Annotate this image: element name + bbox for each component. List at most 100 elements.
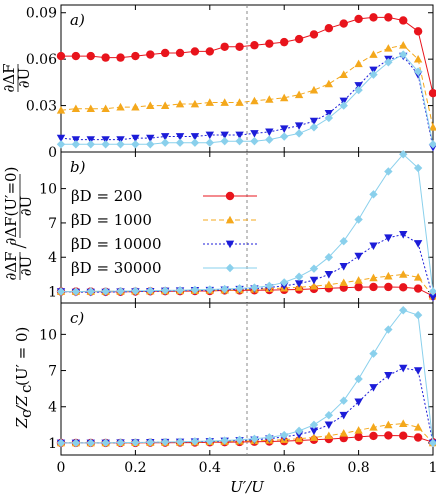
data-point bbox=[339, 411, 348, 420]
legend-entry-label: βD = 1000 bbox=[71, 211, 152, 229]
data-point bbox=[369, 66, 378, 75]
data-point bbox=[369, 70, 378, 79]
y-tick-label: 4 bbox=[48, 400, 57, 416]
data-point bbox=[339, 70, 348, 78]
data-point bbox=[413, 27, 423, 36]
data-point bbox=[116, 136, 125, 144]
data-point bbox=[384, 372, 393, 380]
data-point bbox=[413, 284, 423, 293]
series-3 bbox=[56, 364, 436, 448]
data-point bbox=[384, 58, 393, 67]
data-point bbox=[56, 287, 66, 296]
data-point bbox=[324, 253, 334, 262]
data-point bbox=[309, 117, 319, 126]
data-point bbox=[205, 47, 214, 56]
data-point bbox=[146, 50, 155, 59]
data-point bbox=[56, 51, 66, 61]
y-label-fraction-left: ∂ΔF∂U bbox=[2, 252, 35, 281]
data-point bbox=[354, 85, 363, 95]
data-point bbox=[428, 123, 436, 131]
y-label-sub1: c bbox=[17, 410, 35, 418]
data-point bbox=[399, 41, 408, 49]
data-point bbox=[71, 51, 81, 61]
data-point bbox=[354, 82, 363, 90]
data-point bbox=[354, 282, 363, 292]
data-point bbox=[294, 426, 304, 436]
data-point bbox=[116, 438, 125, 447]
x-tick-label: 0.6 bbox=[273, 460, 295, 476]
data-point bbox=[205, 436, 214, 446]
data-point bbox=[86, 438, 95, 448]
panel-frame bbox=[60, 302, 434, 456]
series-line bbox=[61, 273, 434, 297]
data-point bbox=[71, 287, 81, 296]
y-tick-label: 7 bbox=[48, 364, 57, 380]
y-tick-label: 10 bbox=[39, 182, 57, 198]
data-point bbox=[324, 410, 334, 420]
data-point bbox=[309, 276, 319, 285]
data-point bbox=[250, 434, 259, 444]
data-point bbox=[354, 14, 363, 24]
data-point bbox=[131, 134, 140, 143]
data-point bbox=[354, 398, 363, 407]
x-tick-label: 0.8 bbox=[347, 460, 369, 476]
data-point bbox=[190, 47, 200, 56]
data-point bbox=[354, 59, 363, 68]
y-label-sub2: c bbox=[17, 385, 35, 393]
data-point bbox=[309, 281, 319, 290]
data-point bbox=[384, 234, 393, 242]
data-point bbox=[413, 240, 423, 248]
data-point bbox=[250, 136, 259, 146]
data-point bbox=[190, 138, 200, 147]
data-point bbox=[413, 367, 423, 375]
data-point bbox=[265, 433, 274, 442]
data-point bbox=[131, 51, 140, 61]
data-point bbox=[294, 272, 304, 281]
data-point bbox=[101, 287, 110, 296]
data-point bbox=[428, 140, 436, 149]
data-point bbox=[399, 419, 408, 427]
data-point bbox=[384, 271, 393, 280]
data-point bbox=[86, 136, 95, 144]
x-axis-label: U′/U bbox=[230, 478, 265, 496]
data-point bbox=[265, 281, 274, 291]
data-point bbox=[280, 37, 289, 47]
data-point bbox=[101, 53, 110, 62]
data-point bbox=[413, 423, 423, 431]
data-point bbox=[116, 53, 125, 62]
data-point bbox=[399, 50, 408, 59]
data-point bbox=[235, 284, 244, 293]
legend-swatch-marker bbox=[225, 215, 235, 224]
data-point bbox=[265, 39, 274, 48]
data-point bbox=[190, 133, 200, 141]
y-axis-label-c: Zc/Zc(U′ = 0) bbox=[13, 327, 35, 429]
panel-label: a) bbox=[70, 11, 85, 29]
data-point bbox=[324, 79, 334, 88]
data-point bbox=[354, 432, 363, 442]
series-line bbox=[61, 423, 434, 444]
series-4 bbox=[56, 306, 436, 448]
y-label-fraction-right: ∂ΔF(U′=0)∂U bbox=[2, 167, 35, 246]
data-point bbox=[399, 16, 408, 25]
data-point bbox=[131, 438, 140, 447]
frac-denominator: ∂U bbox=[17, 256, 35, 276]
x-tick-label: 1 bbox=[429, 460, 436, 476]
data-point bbox=[324, 109, 334, 118]
data-point bbox=[146, 438, 155, 447]
data-point bbox=[399, 270, 408, 278]
data-point bbox=[116, 286, 125, 296]
data-point bbox=[339, 429, 348, 437]
data-point bbox=[324, 113, 334, 123]
data-point bbox=[280, 125, 289, 133]
data-point bbox=[116, 140, 125, 149]
data-point bbox=[160, 133, 170, 141]
data-point bbox=[339, 19, 348, 28]
data-point bbox=[205, 98, 214, 106]
data-point bbox=[56, 438, 66, 448]
series-4 bbox=[56, 150, 436, 296]
legend-swatch-marker bbox=[225, 240, 235, 249]
y-tick-label: 4 bbox=[48, 250, 57, 266]
data-point bbox=[369, 349, 378, 358]
data-point bbox=[101, 136, 110, 144]
data-point bbox=[160, 437, 170, 447]
